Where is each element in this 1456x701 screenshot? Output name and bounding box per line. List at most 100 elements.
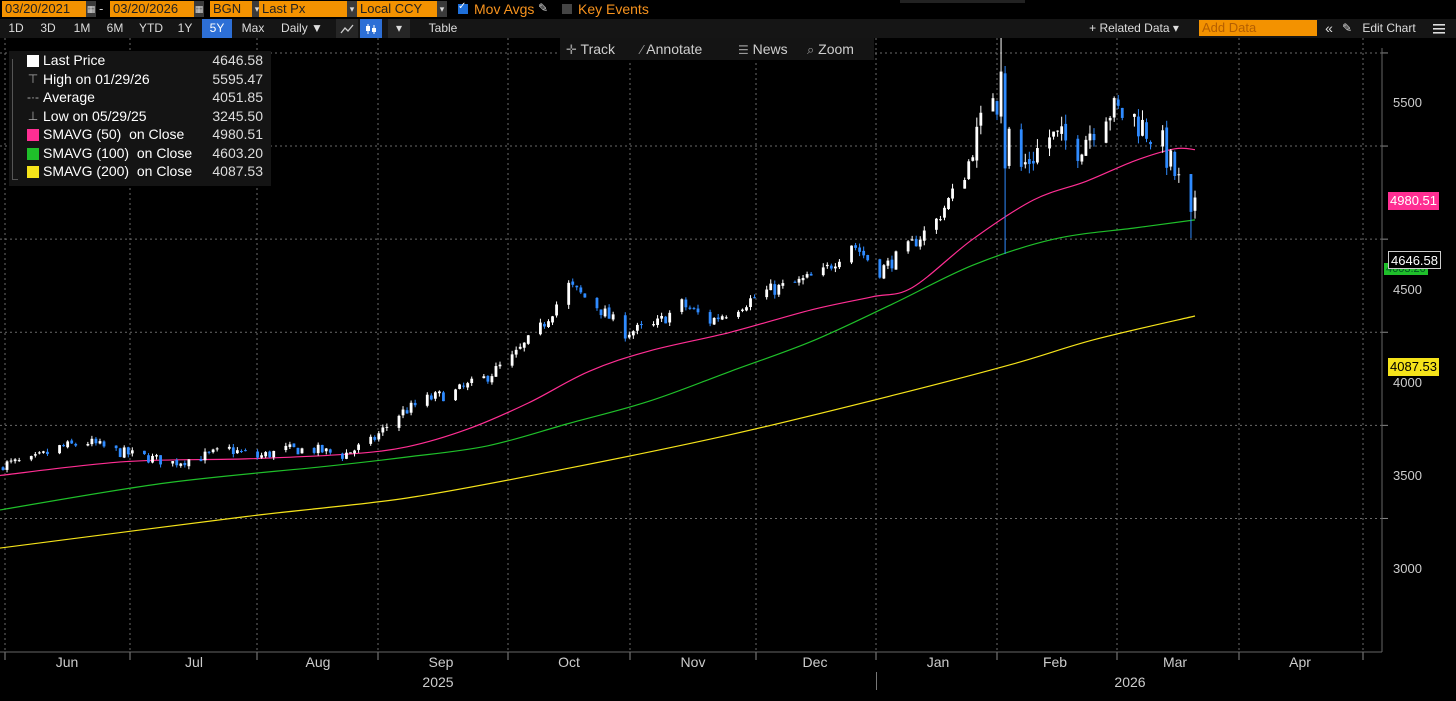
candle-body bbox=[442, 392, 445, 402]
mov-avgs-checkbox[interactable] bbox=[458, 1, 468, 14]
candle-body bbox=[437, 391, 441, 394]
end-date-calendar-icon[interactable]: ▦ bbox=[194, 1, 204, 17]
end-date-field[interactable]: 03/20/2026 bbox=[110, 1, 194, 17]
candle-body bbox=[147, 455, 150, 463]
legend-row-sma100[interactable]: SMAVG (100) on Close 4603.20 bbox=[9, 144, 271, 162]
candle-body bbox=[749, 298, 752, 307]
candle-body bbox=[203, 451, 207, 461]
start-date-field[interactable]: 03/20/2021 bbox=[2, 1, 86, 17]
candle-body bbox=[17, 460, 21, 462]
candle-body bbox=[126, 447, 130, 455]
start-date-calendar-icon[interactable]: ▦ bbox=[86, 1, 96, 17]
candle-body bbox=[882, 265, 886, 279]
price-field-dropdown-icon[interactable]: ▾ bbox=[347, 1, 357, 17]
legend-row-sma200[interactable]: SMAVG (200) on Close 4087.53 bbox=[9, 162, 271, 180]
candle-chart-type-icon[interactable] bbox=[360, 19, 382, 38]
candle-body bbox=[854, 245, 857, 248]
range-toolbar: 1D 3D 1M 6M YTD 1Y 5Y Max Daily ▼ ▾ Tabl… bbox=[0, 19, 1456, 38]
candle-body bbox=[692, 308, 696, 310]
candle-body bbox=[555, 304, 558, 316]
zoom-tool[interactable]: ⌕ Zoom bbox=[807, 38, 854, 60]
add-data-input[interactable]: Add Data bbox=[1199, 20, 1317, 36]
annotate-tool[interactable]: ⁄ Annotate bbox=[641, 38, 702, 60]
candle-body bbox=[1060, 126, 1064, 134]
candle-body bbox=[914, 239, 918, 247]
candle-body bbox=[741, 309, 744, 311]
candle-body bbox=[623, 315, 627, 339]
x-month-label: Mar bbox=[1162, 654, 1188, 670]
track-label: Track bbox=[580, 41, 616, 57]
candle-body bbox=[627, 334, 631, 338]
candle-body bbox=[1080, 154, 1084, 162]
price-field-select[interactable]: Last Px bbox=[259, 1, 347, 17]
chart-type-dropdown-icon[interactable]: ▾ bbox=[388, 19, 410, 38]
candle-body bbox=[599, 309, 603, 316]
candle-body bbox=[211, 449, 215, 453]
table-button[interactable]: Table bbox=[428, 21, 458, 35]
range-max-button[interactable]: Max bbox=[241, 21, 265, 35]
candle-body bbox=[753, 297, 756, 299]
mov-avgs-label[interactable]: Mov Avgs bbox=[474, 1, 535, 17]
currency-select[interactable]: Local CCY bbox=[357, 1, 437, 17]
legend-row-sma50[interactable]: SMAVG (50) on Close 4980.51 bbox=[9, 125, 271, 143]
key-events-checkbox[interactable] bbox=[562, 4, 572, 14]
range-6m-button[interactable]: 6M bbox=[106, 21, 124, 35]
candle-body bbox=[143, 450, 146, 455]
candle-body bbox=[720, 316, 724, 320]
candle-body bbox=[1161, 130, 1165, 147]
range-1d-button[interactable]: 1D bbox=[8, 21, 24, 35]
candle-body bbox=[664, 316, 668, 324]
candle-body bbox=[284, 445, 288, 451]
legend-value: 4087.53 bbox=[212, 163, 263, 179]
chart-legend[interactable]: Last Price 4646.58 ⊤ High on 01/29/26 55… bbox=[9, 51, 271, 186]
candle-body bbox=[1023, 162, 1027, 165]
candle-body bbox=[175, 460, 179, 466]
related-data-button[interactable]: + Related Data ▾ bbox=[1089, 21, 1179, 35]
year-divider bbox=[876, 672, 877, 690]
candle-body bbox=[296, 447, 300, 455]
legend-row-last-price[interactable]: Last Price 4646.58 bbox=[9, 51, 271, 69]
edit-pencil-icon[interactable]: ✎ bbox=[538, 1, 549, 15]
candle-body bbox=[829, 265, 833, 269]
key-events-label[interactable]: Key Events bbox=[578, 1, 649, 17]
legend-row-high[interactable]: ⊤ High on 01/29/26 5595.47 bbox=[9, 70, 271, 88]
candle-body bbox=[1048, 137, 1051, 149]
candle-body bbox=[934, 218, 938, 230]
candle-body bbox=[801, 278, 805, 281]
range-ytd-button[interactable]: YTD bbox=[139, 21, 163, 35]
x-month-label: Nov bbox=[680, 654, 706, 670]
range-1m-button[interactable]: 1M bbox=[73, 21, 91, 35]
range-5y-button[interactable]: 5Y bbox=[202, 19, 232, 38]
period-select[interactable]: Daily ▼ bbox=[281, 21, 323, 35]
candle-body bbox=[1189, 174, 1193, 212]
candle-body bbox=[1084, 139, 1088, 156]
candle-body bbox=[805, 274, 809, 278]
news-tool[interactable]: ☰ News bbox=[738, 38, 788, 60]
edit-chart-pencil-icon[interactable]: ✎ bbox=[1341, 21, 1353, 35]
legend-row-average[interactable]: -·- Average 4051.85 bbox=[9, 88, 271, 106]
x-year-label: 2025 bbox=[422, 674, 454, 690]
currency-dropdown-icon[interactable]: ▾ bbox=[437, 1, 447, 17]
collapse-chevrons-icon[interactable]: « bbox=[1325, 20, 1333, 36]
track-tool[interactable]: ✛ Track bbox=[566, 38, 615, 60]
range-3d-button[interactable]: 3D bbox=[40, 21, 56, 35]
settings-menu-icon[interactable] bbox=[1428, 19, 1450, 38]
candle-body bbox=[1, 467, 5, 470]
candle-body bbox=[1120, 107, 1124, 118]
candle-body bbox=[29, 456, 33, 460]
line-chart-type-icon[interactable] bbox=[336, 19, 358, 38]
source-dropdown-icon[interactable]: ▾ bbox=[252, 1, 262, 17]
candle-body bbox=[1132, 113, 1136, 117]
legend-row-low[interactable]: ⊥ Low on 05/29/25 3245.50 bbox=[9, 107, 271, 125]
edit-chart-button[interactable]: Edit Chart bbox=[1362, 21, 1416, 35]
source-field[interactable]: BGN bbox=[210, 1, 252, 17]
window-drag-handle[interactable] bbox=[900, 0, 1025, 3]
candle-body bbox=[373, 437, 377, 440]
range-1y-button[interactable]: 1Y bbox=[177, 21, 193, 35]
candle-body bbox=[999, 71, 1003, 117]
candle-body bbox=[858, 247, 862, 252]
pen-icon: ⁄ bbox=[641, 42, 644, 57]
candle-body bbox=[155, 455, 158, 457]
sma200-swatch bbox=[27, 166, 39, 178]
candle-body bbox=[765, 289, 769, 298]
